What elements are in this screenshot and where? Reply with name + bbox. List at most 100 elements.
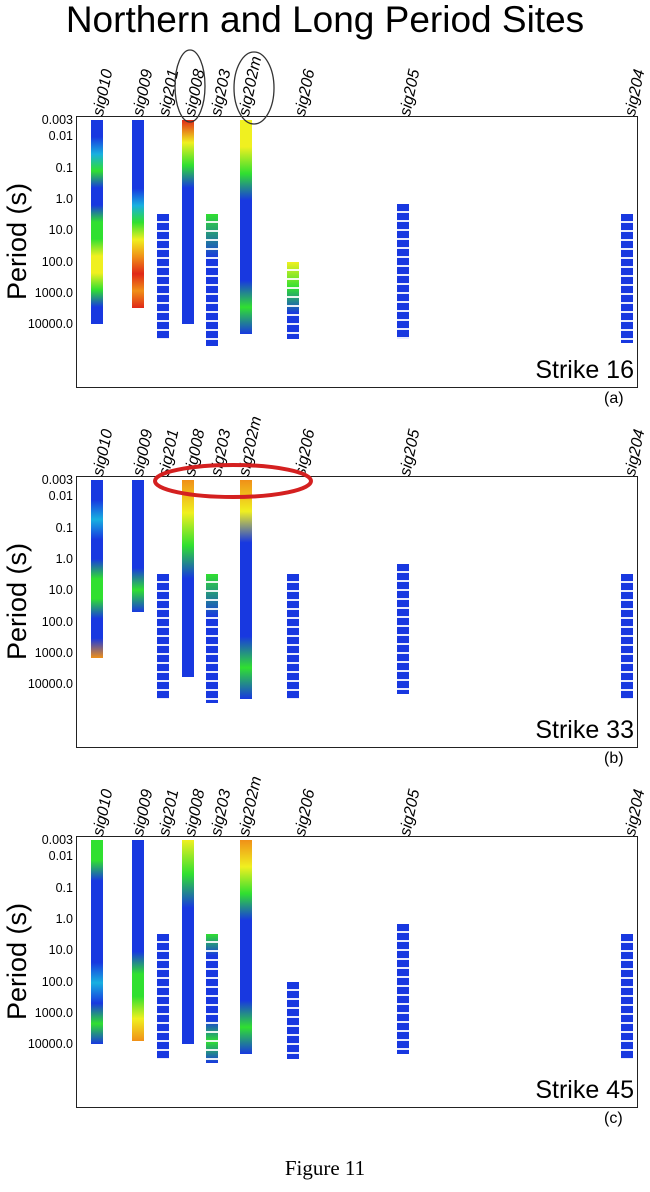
- strike-label: Strike 33: [535, 716, 634, 744]
- site-column-sig008: [182, 120, 194, 325]
- column-stripes: [157, 213, 169, 340]
- site-column-sig009: [132, 840, 144, 1042]
- site-label-sig008: sig008: [182, 787, 209, 838]
- panel-a: sig010 sig009 sig201 sig008 sig203 sig202m sig…: [0, 49, 650, 410]
- site-label-sig009: sig009: [130, 67, 157, 118]
- site-column-sig010: [91, 120, 103, 325]
- site-label-sig202m: sig202m: [236, 54, 266, 118]
- y-tick-label: 100.0: [41, 254, 73, 269]
- column-stripes: [206, 933, 218, 1063]
- site-column-sig203: [206, 933, 218, 1063]
- y-tick-label: 1000.0: [34, 285, 73, 300]
- site-label-sig202m: sig202m: [236, 414, 266, 478]
- site-column-sig202m: [240, 840, 252, 1054]
- site-column-sig204: [621, 573, 633, 700]
- plot-area: [76, 116, 638, 388]
- column-stripes: [287, 573, 299, 700]
- site-label-sig202m: sig202m: [236, 774, 266, 838]
- y-tick-label: 0.01: [48, 489, 73, 504]
- site-label-sig205: sig205: [397, 67, 424, 118]
- site-label-sig204: sig204: [622, 67, 649, 118]
- column-stripes: [397, 564, 409, 694]
- site-column-sig202m: [240, 480, 252, 700]
- column-stripes: [206, 573, 218, 703]
- site-column-sig201: [157, 213, 169, 340]
- y-tick-label: 1.0: [55, 911, 73, 926]
- site-label-sig008: sig008: [182, 427, 209, 478]
- site-label-sig206: sig206: [292, 787, 319, 838]
- column-stripes: [397, 924, 409, 1054]
- site-label-sig205: sig205: [397, 427, 424, 478]
- site-label-sig201: sig201: [156, 787, 183, 838]
- y-tick-label: 0.01: [48, 849, 73, 864]
- plot-area: [76, 476, 638, 748]
- site-column-sig008: [182, 480, 194, 678]
- figure-title: Northern and Long Period Sites: [65, 0, 585, 40]
- site-label-sig010: sig010: [90, 787, 117, 838]
- site-label-sig206: sig206: [292, 67, 319, 118]
- site-label-sig008: sig008: [182, 67, 209, 118]
- panel-c: sig010 sig009 sig201 sig008 sig203 sig202m sig…: [0, 770, 650, 1130]
- column-stripes: [621, 933, 633, 1060]
- site-column-sig010: [91, 480, 103, 659]
- site-column-sig009: [132, 120, 144, 308]
- site-label-sig201: sig201: [156, 427, 183, 478]
- y-tick-label: 1.0: [55, 551, 73, 566]
- panel-label: (b): [604, 750, 624, 767]
- panel-label: (a): [604, 390, 624, 407]
- y-tick-label: 1.0: [55, 191, 73, 206]
- y-tick-label: 0.1: [55, 160, 73, 175]
- y-tick-label: 10.0: [48, 223, 73, 238]
- y-tick-label: 10000.0: [27, 1037, 73, 1052]
- site-column-sig206: [287, 981, 299, 1060]
- site-column-sig204: [621, 933, 633, 1060]
- y-tick-label: 10000.0: [27, 677, 73, 692]
- y-tick-label: 10000.0: [27, 317, 73, 332]
- panel-b: sig010 sig009 sig201 sig008 sig203 sig202m sig…: [0, 410, 650, 770]
- column-stripes: [157, 573, 169, 700]
- site-column-sig205: [397, 564, 409, 694]
- y-tick-label: 0.003: [41, 113, 73, 127]
- site-column-sig206: [287, 573, 299, 700]
- site-label-sig203: sig203: [208, 787, 235, 838]
- site-column-sig202m: [240, 120, 252, 334]
- y-tick-label: 0.003: [41, 833, 73, 847]
- site-label-sig206: sig206: [292, 427, 319, 478]
- site-label-sig204: sig204: [622, 427, 649, 478]
- site-column-sig203: [206, 213, 218, 347]
- site-column-sig206: [287, 261, 299, 340]
- site-column-sig205: [397, 204, 409, 340]
- column-stripes: [621, 573, 633, 700]
- y-tick-label: 0.1: [55, 520, 73, 535]
- column-stripes: [287, 261, 299, 340]
- y-tick-label: 0.01: [48, 129, 73, 144]
- site-column-sig008: [182, 840, 194, 1045]
- y-tick-label: 100.0: [41, 974, 73, 989]
- site-label-sig009: sig009: [130, 427, 157, 478]
- site-label-sig204: sig204: [622, 787, 649, 838]
- column-stripes: [287, 981, 299, 1060]
- site-column-sig205: [397, 924, 409, 1054]
- y-tick-label: 10.0: [48, 583, 73, 598]
- site-column-sig201: [157, 933, 169, 1060]
- site-label-sig203: sig203: [208, 427, 235, 478]
- site-label-sig010: sig010: [90, 67, 117, 118]
- column-stripes: [621, 213, 633, 343]
- strike-label: Strike 45: [535, 1076, 634, 1104]
- site-label-sig010: sig010: [90, 427, 117, 478]
- site-label-sig205: sig205: [397, 787, 424, 838]
- y-tick-label: 1000.0: [34, 645, 73, 660]
- site-column-sig201: [157, 573, 169, 700]
- site-column-sig010: [91, 840, 103, 1045]
- site-label-sig201: sig201: [156, 67, 183, 118]
- site-column-sig009: [132, 480, 144, 613]
- y-tick-label: 100.0: [41, 614, 73, 629]
- strike-label: Strike 16: [535, 356, 634, 384]
- site-label-sig009: sig009: [130, 787, 157, 838]
- y-tick-label: 0.1: [55, 880, 73, 895]
- y-tick-label: 1000.0: [34, 1005, 73, 1020]
- site-column-sig203: [206, 573, 218, 703]
- column-stripes: [157, 933, 169, 1060]
- column-stripes: [397, 204, 409, 340]
- y-tick-label: 10.0: [48, 943, 73, 958]
